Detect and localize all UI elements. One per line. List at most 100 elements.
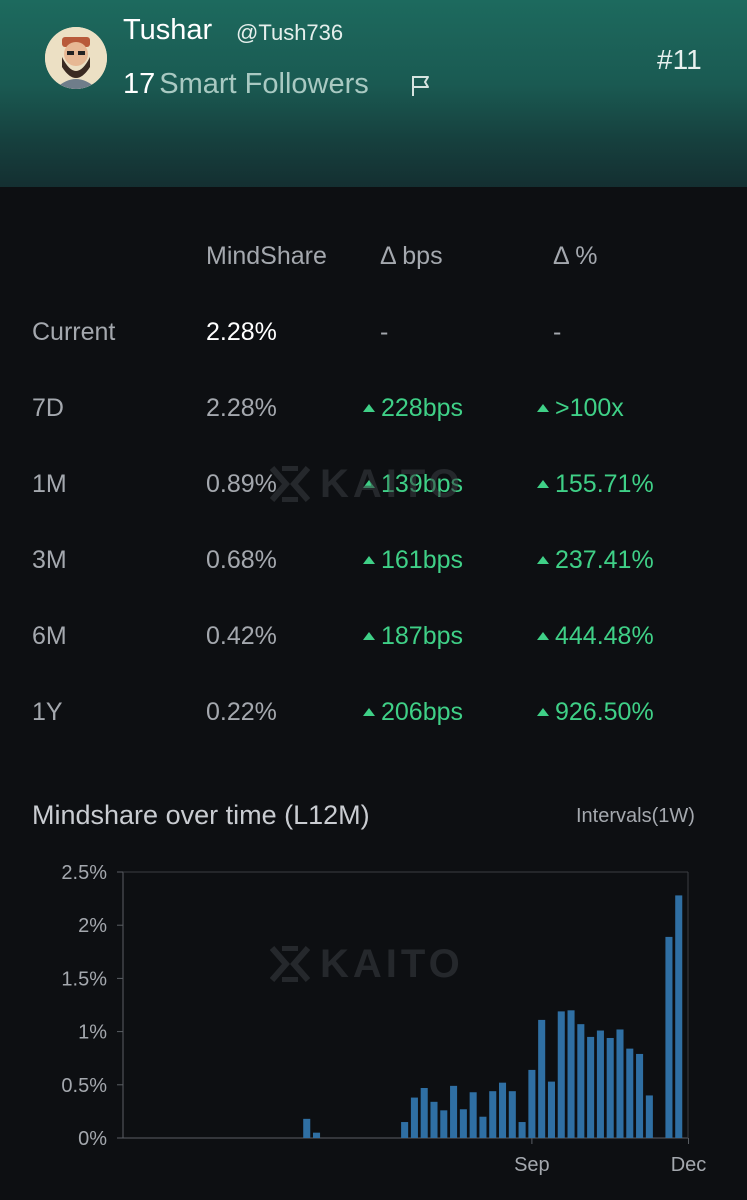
chart-bar: [577, 1024, 585, 1138]
y-tick-label: 1.5%: [61, 968, 107, 990]
header-mindshare: MindShare: [206, 242, 327, 270]
chart-bar: [489, 1091, 497, 1138]
chart-bar: [518, 1122, 526, 1138]
mindshare-current: 2.28%: [206, 318, 277, 346]
chart-title: Mindshare over time (L12M): [32, 800, 370, 830]
up-arrow-icon: [363, 632, 375, 640]
chart-bar: [567, 1010, 575, 1138]
kaito-watermark-text: KAITO: [320, 462, 464, 506]
pct-1m: 155.71%: [537, 470, 654, 499]
pct-1m-value: 155.71%: [555, 470, 654, 498]
pct-current: -: [553, 318, 562, 346]
chart-bar: [420, 1087, 428, 1138]
kaito-watermark: KAITO: [270, 462, 464, 507]
mindshare-7d: 2.28%: [206, 394, 277, 422]
chart-bar: [528, 1069, 536, 1138]
flag-icon[interactable]: [410, 74, 432, 98]
bps-1m-value: 139bps: [381, 470, 464, 498]
y-tick-label: 2.5%: [61, 862, 107, 884]
bps-1m: 139bps: [363, 470, 463, 499]
chart-bar: [616, 1029, 624, 1138]
bps-1y-value: 206bps: [381, 698, 464, 726]
bps-1y: 206bps: [363, 698, 463, 727]
smart-followers-count: 17: [123, 68, 156, 100]
kaito-watermark-chart: KAITO: [270, 942, 464, 987]
row-label-3m: 3M: [32, 546, 67, 574]
y-tick-label: 0%: [78, 1128, 107, 1150]
bps-6m: 187bps: [363, 622, 463, 651]
chart-bar: [675, 895, 683, 1138]
chart-bar: [479, 1116, 487, 1138]
chart-bar: [401, 1122, 409, 1138]
mindshare-bar-chart: 0% 0.5% 1% 1.5% 2% 2.5% Sep Dec: [61, 862, 707, 1176]
row-label-1m: 1M: [32, 470, 67, 498]
smart-followers[interactable]: 17 Smart Followers: [123, 68, 369, 101]
y-tick-label: 1%: [78, 1022, 107, 1044]
up-arrow-icon: [537, 480, 549, 488]
pct-1y-value: 926.50%: [555, 698, 654, 726]
up-arrow-icon: [363, 480, 375, 488]
chart-bar: [499, 1082, 507, 1138]
chart-bar: [469, 1092, 477, 1138]
kaito-logo-icon: [270, 946, 310, 982]
chart-bar: [636, 1053, 644, 1138]
chart-bar: [557, 1011, 565, 1138]
row-label-current: Current: [32, 318, 116, 346]
up-arrow-icon: [363, 708, 375, 716]
profile-header: Tushar @Tush736 17 Smart Followers #11: [0, 0, 747, 187]
chart-bar: [596, 1030, 604, 1138]
chart-bar: [626, 1048, 634, 1138]
pct-3m: 237.41%: [537, 546, 654, 575]
rank-badge: #11: [657, 44, 702, 75]
row-label-6m: 6M: [32, 622, 67, 650]
chart-bar: [303, 1118, 311, 1138]
up-arrow-icon: [537, 404, 549, 412]
mindshare-3m: 0.68%: [206, 546, 277, 574]
kaito-watermark-chart-text: KAITO: [320, 942, 464, 986]
x-tick-label: Dec: [671, 1154, 707, 1176]
chart-bar: [606, 1037, 614, 1138]
up-arrow-icon: [363, 556, 375, 564]
mindshare-6m: 0.42%: [206, 622, 277, 650]
mindshare-1m: 0.89%: [206, 470, 277, 498]
y-tick-label: 0.5%: [61, 1075, 107, 1097]
kaito-logo-icon: [270, 466, 310, 502]
up-arrow-icon: [363, 404, 375, 412]
chart-bar: [587, 1036, 595, 1138]
interval-selector[interactable]: Intervals(1W): [576, 805, 695, 827]
avatar[interactable]: [45, 27, 107, 89]
chart-bar: [538, 1019, 546, 1138]
bps-7d-value: 228bps: [381, 394, 464, 422]
chart-bar: [547, 1081, 555, 1138]
profile-handle[interactable]: @Tush736: [236, 20, 344, 45]
chart-bar: [645, 1095, 653, 1138]
bps-3m-value: 161bps: [381, 546, 464, 574]
bps-3m: 161bps: [363, 546, 463, 575]
row-label-7d: 7D: [32, 394, 64, 422]
up-arrow-icon: [537, 708, 549, 716]
up-arrow-icon: [537, 632, 549, 640]
mindshare-1y: 0.22%: [206, 698, 277, 726]
smart-followers-label: Smart Followers: [159, 68, 369, 100]
pct-1y: 926.50%: [537, 698, 654, 727]
profile-name[interactable]: Tushar: [123, 14, 213, 46]
row-label-1y: 1Y: [32, 698, 63, 726]
chart-bar: [459, 1109, 467, 1138]
pct-6m-value: 444.48%: [555, 622, 654, 650]
chart-bar: [410, 1097, 418, 1138]
pct-7d-value: >100x: [555, 394, 624, 422]
chart-bar: [450, 1085, 458, 1138]
chart-bar: [313, 1132, 321, 1138]
header-delta-bps: Δ bps: [380, 242, 443, 270]
pct-7d: >100x: [537, 394, 624, 423]
pct-6m: 444.48%: [537, 622, 654, 651]
bps-6m-value: 187bps: [381, 622, 464, 650]
bps-7d: 228bps: [363, 394, 463, 423]
header-delta-pct: Δ %: [553, 242, 598, 270]
chart-bar: [508, 1091, 516, 1138]
chart-bar: [440, 1110, 448, 1138]
pct-3m-value: 237.41%: [555, 546, 654, 574]
chart-bar: [665, 936, 673, 1138]
chart-bar: [430, 1101, 438, 1138]
bps-current: -: [380, 318, 389, 346]
